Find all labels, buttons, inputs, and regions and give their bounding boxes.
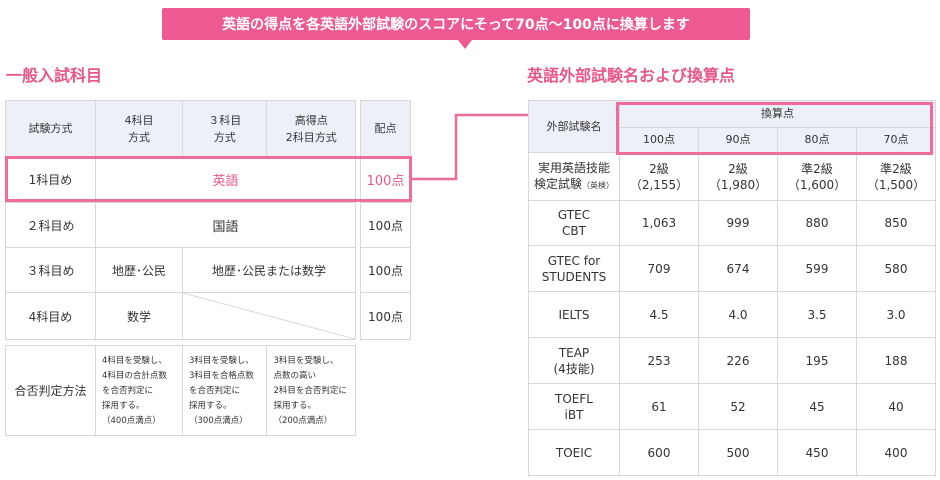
row2-subject: 国語 [95, 202, 356, 248]
judge-label: 合否判定方法 [5, 345, 96, 436]
judge-3subject: 3科目を受験し、 3科目を合格点数 を合否判定に 採用する。 （300点満点） [181, 345, 268, 436]
gtec-cbt-80: 880 [777, 200, 857, 246]
judge-4subject: 4科目を受験し、 4科目の合計点数 を合否判定に 採用する。 （400点満点） [95, 345, 183, 436]
row1-points: 100点 [360, 156, 411, 203]
row2-label: ２科目め [5, 202, 96, 248]
header-100: 100点 [619, 127, 699, 153]
toefl-90: 52 [698, 383, 778, 430]
row1-subject: 英語 [95, 156, 356, 203]
header-top2subject: 高得点 2科目方式 [266, 100, 356, 157]
row2-points: 100点 [360, 202, 411, 248]
teap-70: 188 [856, 337, 936, 384]
left-heading: 一般入試科目 [6, 66, 103, 85]
ielts-70: 3.0 [856, 291, 936, 338]
row4-label: 4科目め [5, 292, 96, 340]
gtec-students-100: 709 [619, 245, 699, 292]
header-90: 90点 [698, 127, 778, 153]
exam-ielts: IELTS [528, 291, 620, 338]
eiken-100: 2級 （2,155） [619, 152, 699, 201]
row3-label: ３科目め [5, 247, 96, 293]
row4-col4: 数学 [95, 292, 183, 340]
teap-80: 195 [777, 337, 857, 384]
exam-eiken-name: 実用英語技能 検定試験 [533, 160, 610, 191]
exam-gtec-cbt: GTEC CBT [528, 200, 620, 246]
teap-90: 226 [698, 337, 778, 384]
header-4subject: 4科目 方式 [95, 100, 183, 157]
gtec-students-70: 580 [856, 245, 936, 292]
exam-teap: TEAP (4技能) [528, 337, 620, 384]
gtec-cbt-70: 850 [856, 200, 936, 246]
header-points: 配点 [360, 100, 411, 157]
conversion-banner: 英語の得点を各英語外部試験のスコアにそって70点〜100点に換算します [162, 8, 750, 40]
row4-points: 100点 [360, 292, 411, 340]
header-80: 80点 [777, 127, 857, 153]
gtec-cbt-90: 999 [698, 200, 778, 246]
gtec-students-90: 674 [698, 245, 778, 292]
exam-eiken: 実用英語技能 検定試験（英検） [528, 152, 620, 201]
row3-col4: 地歴･公民 [95, 247, 183, 293]
exam-toeic: TOEIC [528, 429, 620, 476]
header-conversion: 換算点 [619, 100, 936, 128]
banner-arrow [458, 40, 472, 49]
toefl-80: 45 [777, 383, 857, 430]
header-3subject: ３科目 方式 [181, 100, 268, 157]
toeic-90: 500 [698, 429, 778, 476]
exam-toefl: TOEFL iBT [528, 383, 620, 430]
header-exam-name: 外部試験名 [528, 100, 620, 153]
banner-text: 英語の得点を各英語外部試験のスコアにそって70点〜100点に換算します [222, 17, 690, 33]
row3-col3plus: 地歴･公民または数学 [182, 247, 356, 293]
row1-label: 1科目め [5, 156, 96, 203]
toeic-80: 450 [777, 429, 857, 476]
eiken-70: 準2級 （1,500） [856, 152, 936, 201]
ielts-80: 3.5 [777, 291, 857, 338]
diagonal-line [183, 293, 355, 339]
judge-gap2 [361, 346, 411, 436]
toeic-70: 400 [856, 429, 936, 476]
toefl-70: 40 [856, 383, 936, 430]
teap-100: 253 [619, 337, 699, 384]
gtec-cbt-100: 1,063 [619, 200, 699, 246]
toeic-100: 600 [619, 429, 699, 476]
ielts-100: 4.5 [619, 291, 699, 338]
exam-eiken-note: （英検） [582, 180, 614, 190]
row3-points: 100点 [360, 247, 411, 293]
gtec-students-80: 599 [777, 245, 857, 292]
general-exam-table: 試験方式 4科目 方式 ３科目 方式 高得点 2科目方式 配点 1科目め 英語 … [5, 100, 411, 436]
right-heading: 英語外部試験名および換算点 [527, 66, 736, 85]
toefl-100: 61 [619, 383, 699, 430]
judge-top2subject: 3科目を受験し、 点数の高い 2科目を合否判定に 採用する。 （200点満点） [266, 345, 356, 436]
eiken-90: 2級 （1,980） [698, 152, 778, 201]
eiken-80: 準2級 （1,600） [777, 152, 857, 201]
external-exam-table: 外部試験名 換算点 100点 90点 80点 70点 実用英語技能 検定試験（英… [528, 100, 936, 476]
exam-gtec-students: GTEC for STUDENTS [528, 245, 620, 292]
header-70: 70点 [856, 127, 936, 153]
row4-empty-diagonal [182, 292, 356, 340]
header-exam-method: 試験方式 [5, 100, 96, 157]
ielts-90: 4.0 [698, 291, 778, 338]
